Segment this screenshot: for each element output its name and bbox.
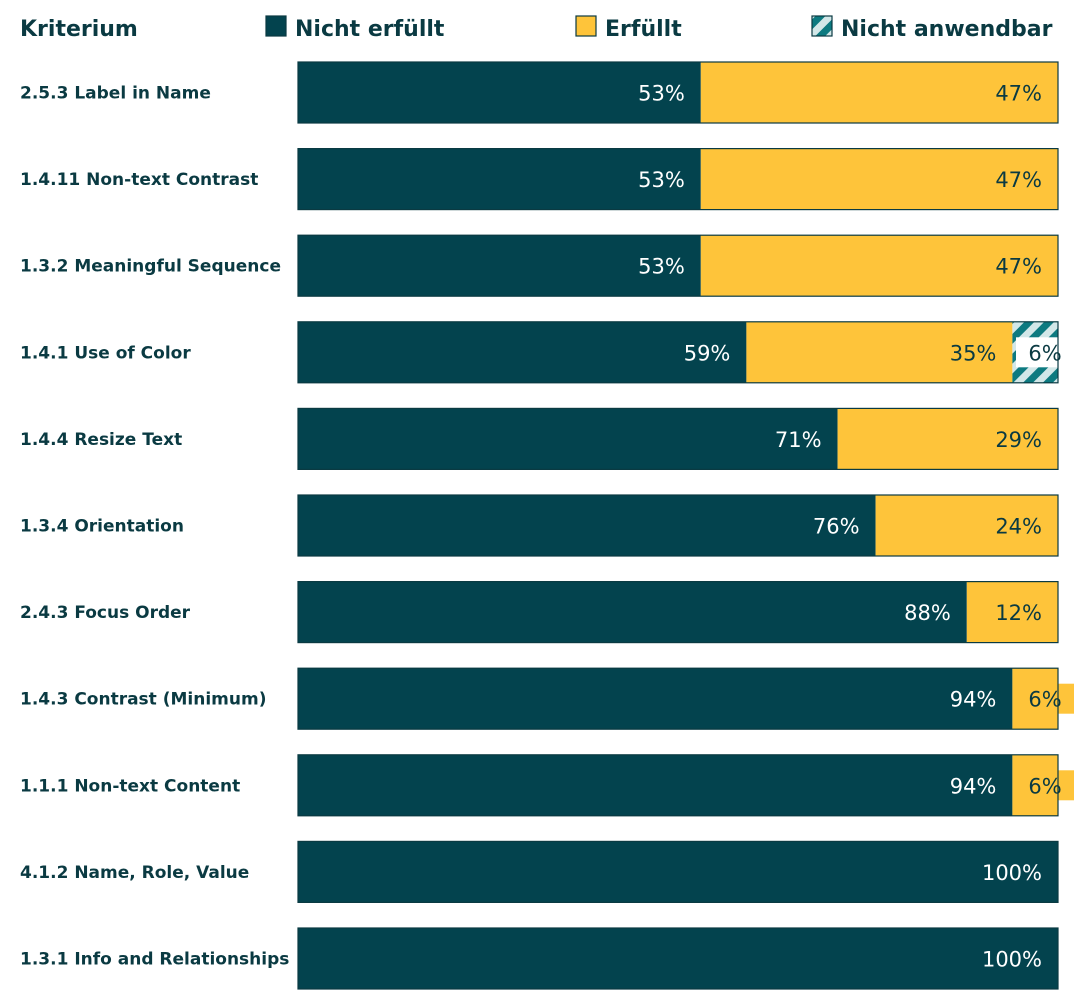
bar-outline bbox=[297, 667, 1059, 730]
chart-row: 1.3.4 Orientation 76% 24% bbox=[20, 494, 1059, 557]
category-label: 2.4.3 Focus Order bbox=[20, 603, 191, 623]
chart-row: 1.3.1 Info and Relationships 100% bbox=[20, 927, 1059, 990]
value-label-pass: 24% bbox=[995, 515, 1042, 539]
value-label-na: 6% bbox=[1028, 341, 1061, 365]
bar-segment-fail bbox=[298, 62, 701, 123]
category-label: 1.1.1 Non-text Content bbox=[20, 776, 240, 796]
legend-swatch-na bbox=[811, 15, 833, 37]
category-label: 1.4.3 Contrast (Minimum) bbox=[20, 690, 266, 710]
value-label-pass: 47% bbox=[995, 255, 1042, 279]
chart-row: 1.3.2 Meaningful Sequence 53% 47% bbox=[20, 234, 1059, 297]
bar-segment-fail bbox=[298, 928, 1058, 989]
value-label-fail: 76% bbox=[813, 515, 860, 539]
value-label-pass: 12% bbox=[995, 601, 1042, 625]
value-label-pass: 29% bbox=[995, 428, 1042, 452]
bar-segment-pass bbox=[700, 62, 1058, 123]
bar-segment-fail bbox=[298, 321, 747, 383]
value-label-pass: 47% bbox=[995, 168, 1042, 192]
header-kriterium-label: Kriterium bbox=[20, 17, 138, 42]
bar-segment-pass bbox=[966, 581, 1058, 643]
bar-segment-fail bbox=[298, 235, 701, 297]
value-label-fail: 100% bbox=[982, 948, 1042, 972]
bar-segment-pass bbox=[700, 148, 1058, 210]
chart-row: 1.4.4 Resize Text 71% 29% bbox=[20, 407, 1059, 470]
value-label-fail: 100% bbox=[982, 861, 1042, 885]
bar-segment-pass bbox=[837, 408, 1058, 470]
legend-swatch-fail bbox=[265, 15, 287, 37]
legend-label-fail: Nicht erfüllt bbox=[295, 17, 445, 42]
bar-outline bbox=[297, 61, 1059, 124]
chart-row: 1.4.11 Non-text Contrast 53% 47% bbox=[20, 148, 1059, 211]
category-label: 1.3.1 Info and Relationships bbox=[20, 950, 289, 970]
bar-outline bbox=[297, 927, 1059, 990]
bar-segment-fail bbox=[298, 495, 876, 556]
chart-row: 1.4.3 Contrast (Minimum) 94% 6% bbox=[20, 667, 1074, 730]
category-label: 1.4.4 Resize Text bbox=[20, 430, 182, 450]
category-label: 1.4.1 Use of Color bbox=[20, 343, 191, 363]
category-label: 1.4.11 Non-text Contrast bbox=[20, 170, 258, 190]
value-label-fail: 94% bbox=[950, 774, 997, 798]
bar-outline bbox=[297, 407, 1059, 470]
value-label-box-pass bbox=[1016, 683, 1074, 714]
chart-row: 1.1.1 Non-text Content 94% 6% bbox=[20, 754, 1074, 817]
value-label-box-pass bbox=[1016, 770, 1074, 801]
value-label-fail: 59% bbox=[684, 341, 731, 365]
legend-swatch-pass bbox=[575, 15, 597, 37]
value-label-box-na bbox=[1016, 337, 1074, 368]
bar-segment-fail bbox=[298, 754, 1013, 816]
value-label-fail: 53% bbox=[638, 82, 685, 106]
category-label: 2.5.3 Label in Name bbox=[20, 84, 211, 104]
chart-row: 1.4.1 Use of Color 59% 35% 6% bbox=[20, 321, 1074, 384]
bar-segment-fail bbox=[298, 668, 1013, 730]
category-label: 1.3.2 Meaningful Sequence bbox=[20, 257, 281, 277]
chart-row: 2.5.3 Label in Name 53% 47% bbox=[20, 61, 1059, 124]
bar-segment-pass bbox=[746, 321, 1013, 383]
bar-segment-fail bbox=[298, 581, 967, 643]
bar-outline bbox=[297, 234, 1059, 297]
bar-segment-pass bbox=[875, 495, 1058, 556]
bar-segment-fail bbox=[298, 408, 838, 470]
legend-label-pass: Erfüllt bbox=[605, 17, 682, 42]
bar-outline bbox=[297, 754, 1059, 817]
bar-outline bbox=[297, 148, 1059, 211]
category-label: 4.1.2 Name, Role, Value bbox=[20, 863, 249, 883]
value-label-fail: 94% bbox=[950, 688, 997, 712]
value-label-pass: 35% bbox=[950, 341, 997, 365]
value-label-pass: 47% bbox=[995, 82, 1042, 106]
bar-segment-pass bbox=[700, 235, 1058, 297]
value-label-pass: 6% bbox=[1028, 688, 1061, 712]
bar-outline bbox=[297, 494, 1059, 557]
value-label-pass: 6% bbox=[1028, 774, 1061, 798]
bar-segment-fail bbox=[298, 148, 701, 210]
value-label-fail: 71% bbox=[775, 428, 822, 452]
chart-row: 2.4.3 Focus Order 88% 12% bbox=[20, 580, 1059, 644]
bar-segment-fail bbox=[298, 841, 1058, 903]
value-label-fail: 53% bbox=[638, 168, 685, 192]
bar-outline bbox=[297, 580, 1059, 644]
chart-row: 4.1.2 Name, Role, Value 100% bbox=[20, 840, 1059, 904]
category-label: 1.3.4 Orientation bbox=[20, 517, 184, 537]
value-label-fail: 53% bbox=[638, 255, 685, 279]
bar-outline bbox=[297, 840, 1059, 904]
legend-label-na: Nicht anwendbar bbox=[841, 17, 1053, 42]
bar-outline bbox=[297, 321, 1059, 384]
value-label-fail: 88% bbox=[904, 601, 951, 625]
